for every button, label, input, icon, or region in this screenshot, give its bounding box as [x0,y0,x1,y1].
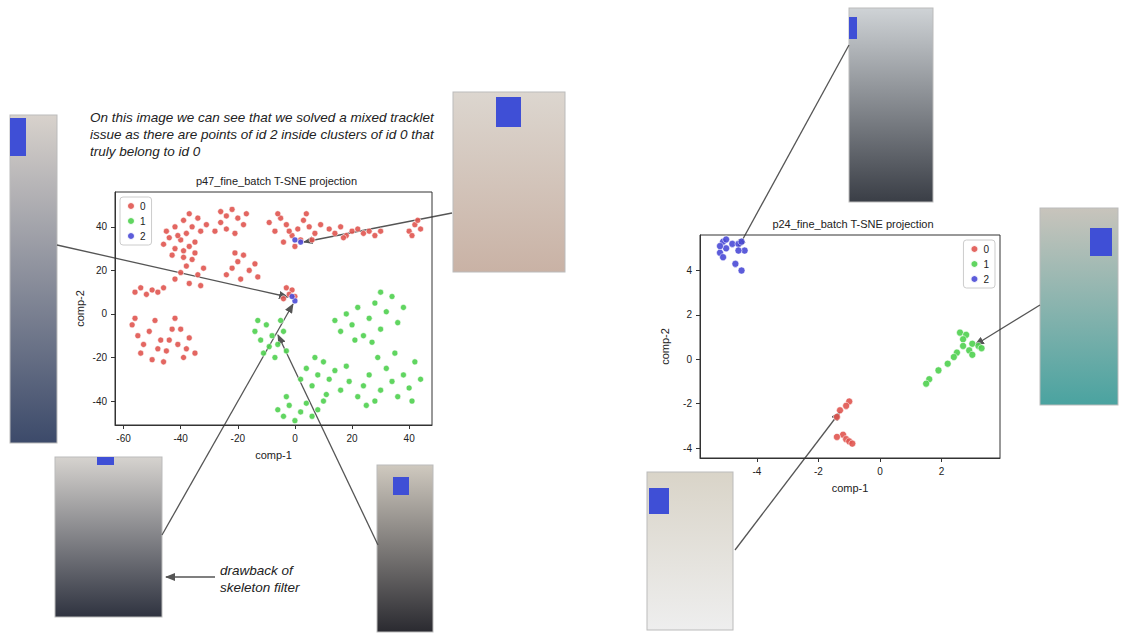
svg-text:comp-1: comp-1 [255,449,292,461]
svg-text:20: 20 [96,265,108,276]
svg-text:comp-1: comp-1 [832,482,869,494]
svg-text:comp-2: comp-2 [659,328,671,365]
svg-text:0: 0 [983,244,989,255]
svg-text:0: 0 [140,201,146,212]
svg-text:-60: -60 [116,433,131,444]
svg-text:-2: -2 [814,466,823,477]
svg-text:-4: -4 [752,466,761,477]
html-text:On this image we can see that: On this image we can see that we solved … [90,110,434,159]
svg-text:-2: -2 [683,398,692,409]
svg-text:-40: -40 [93,396,108,407]
svg-text:p47_fine_batch T-SNE projectio: p47_fine_batch T-SNE projection [196,175,357,187]
svg-text:2: 2 [939,466,945,477]
svg-text:40: 40 [404,433,416,444]
svg-text:1: 1 [983,259,989,270]
svg-text:-20: -20 [231,433,246,444]
svg-text:2: 2 [983,274,989,285]
svg-text:20: 20 [346,433,358,444]
svg-text:-20: -20 [93,352,108,363]
html-text:drawback of skeleton filter: drawback of skeleton filter [220,563,300,595]
svg-text:0: 0 [292,433,298,444]
svg-text:0: 0 [101,308,107,319]
svg-text:40: 40 [96,221,108,232]
svg-text:p24_fine_batch T-SNE projectio: p24_fine_batch T-SNE projection [772,218,933,230]
svg-text:2: 2 [140,231,146,242]
svg-text:4: 4 [686,265,692,276]
svg-text:comp-2: comp-2 [74,290,86,327]
svg-text:1: 1 [140,216,146,227]
svg-text:-40: -40 [173,433,188,444]
svg-text:-4: -4 [683,443,692,454]
svg-text:2: 2 [686,309,692,320]
svg-text:0: 0 [686,354,692,365]
svg-text:0: 0 [877,466,883,477]
